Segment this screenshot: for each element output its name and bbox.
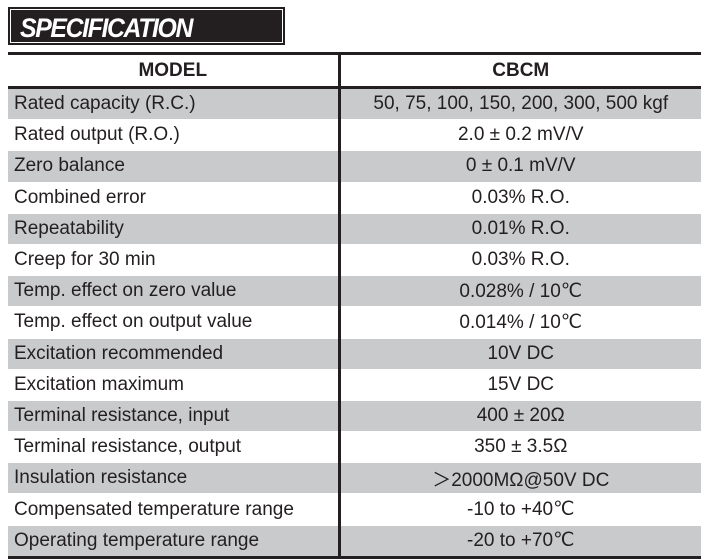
- param-cell: Terminal resistance, output: [8, 431, 341, 464]
- value-cell: 2.0 ± 0.2 mV/V: [339, 119, 701, 152]
- table-row: Creep for 30 min 0.03% R.O.: [8, 244, 701, 277]
- header-model: MODEL: [8, 53, 341, 89]
- param-cell: Excitation maximum: [8, 369, 341, 401]
- specification-table: MODEL CBCM Rated capacity (R.C.) 50, 75,…: [8, 52, 701, 559]
- table-row: Terminal resistance, output 350 ± 3.5Ω: [8, 431, 701, 464]
- table-row: Combined error 0.03% R.O.: [8, 182, 701, 214]
- value-cell: -10 to +40℃: [339, 493, 701, 526]
- param-cell: Zero balance: [8, 150, 341, 183]
- specification-title: SPECIFICATION: [20, 13, 193, 43]
- param-cell: Temp. effect on output value: [8, 306, 341, 339]
- table-row: Temp. effect on zero value 0.028% / 10℃: [8, 275, 701, 308]
- value-cell: 15V DC: [339, 369, 701, 401]
- param-cell: Rated capacity (R.C.): [8, 87, 341, 121]
- table-row: Temp. effect on output value 0.014% / 10…: [8, 306, 701, 339]
- table-row: Excitation recommended 10V DC: [8, 338, 701, 370]
- param-cell: Repeatability: [8, 213, 341, 245]
- param-cell: Excitation recommended: [8, 338, 341, 370]
- table-row: Compensated temperature range -10 to +40…: [8, 493, 701, 526]
- param-cell: Operating temperature range: [8, 525, 341, 558]
- value-cell: 0.03% R.O.: [339, 182, 701, 214]
- param-cell: Insulation resistance: [8, 462, 341, 495]
- value-cell: 400 ± 20Ω: [339, 400, 701, 433]
- value-cell: 0.014% / 10℃: [339, 306, 701, 339]
- table-row: Terminal resistance, input 400 ± 20Ω: [8, 400, 701, 433]
- value-cell: ＞2000MΩ@50V DC: [339, 462, 701, 495]
- table-row: Repeatability 0.01% R.O.: [8, 213, 701, 245]
- value-cell: 0.01% R.O.: [339, 213, 701, 245]
- value-cell: 0.03% R.O.: [339, 244, 701, 277]
- param-cell: Rated output (R.O.): [8, 119, 341, 152]
- table-row: Rated capacity (R.C.) 50, 75, 100, 150, …: [8, 87, 701, 121]
- value-cell: 350 ± 3.5Ω: [339, 431, 701, 464]
- table-row: Excitation maximum 15V DC: [8, 369, 701, 401]
- value-cell: 0 ± 0.1 mV/V: [339, 150, 701, 183]
- specification-banner: SPECIFICATION: [8, 7, 285, 45]
- table-row: Zero balance 0 ± 0.1 mV/V: [8, 150, 701, 183]
- table-header-row: MODEL CBCM: [8, 53, 701, 89]
- value-cell: 10V DC: [339, 338, 701, 370]
- param-cell: Terminal resistance, input: [8, 400, 341, 433]
- value-cell: -20 to +70℃: [339, 525, 701, 558]
- table-row: Operating temperature range -20 to +70℃: [8, 525, 701, 558]
- param-cell: Temp. effect on zero value: [8, 275, 341, 308]
- table-row: Rated output (R.O.) 2.0 ± 0.2 mV/V: [8, 119, 701, 152]
- value-cell: 0.028% / 10℃: [339, 275, 701, 308]
- table-row: Insulation resistance ＞2000MΩ@50V DC: [8, 462, 701, 495]
- param-cell: Compensated temperature range: [8, 493, 341, 526]
- param-cell: Creep for 30 min: [8, 244, 341, 277]
- value-cell: 50, 75, 100, 150, 200, 300, 500 kgf: [339, 87, 701, 121]
- header-cbcm: CBCM: [339, 53, 701, 89]
- param-cell: Combined error: [8, 182, 341, 214]
